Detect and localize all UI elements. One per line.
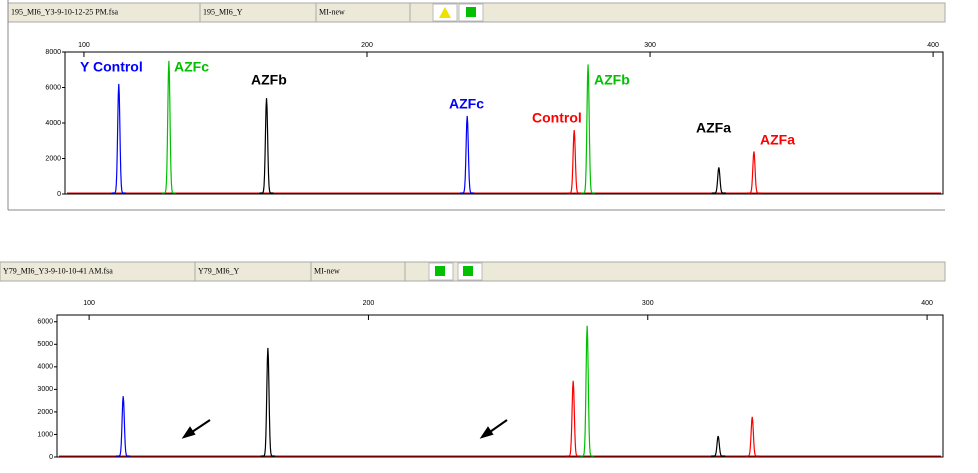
peak-label: AZFa [760,132,795,148]
y-tick-label: 0 [49,454,53,461]
arrows [181,419,508,439]
peak [711,167,726,194]
plot-area [56,314,944,458]
header-panel: MI-new [314,266,340,275]
y-tick-label: 8000 [45,49,61,56]
peak [460,115,475,194]
y-tick-label: 2000 [45,155,61,162]
peak [111,83,126,194]
peak-label: AZFc [174,59,209,75]
y-tick-label: 4000 [37,364,53,371]
icon-square[interactable] [463,266,473,276]
header-sample: 195_MI6_Y [203,7,243,16]
x-tick-label: 100 [83,300,95,307]
y-tick-label: 6000 [45,84,61,91]
peak-label: Y Control [80,59,143,75]
x-tick-label: 200 [361,42,373,49]
header-sample: Y79_MI6_Y [198,266,240,275]
peak-label: Control [532,110,582,126]
peak [116,396,131,457]
y-tick-label: 5000 [37,341,53,348]
panels: 195_MI6_Y3-9-10-12-25 PM.fsa 195_MI6_Y MI-… [0,0,946,461]
icon-square[interactable] [466,7,476,17]
y-tick-label: 0 [57,191,61,198]
y-tick-label: 4000 [45,120,61,127]
y-tick-label: 2000 [37,409,53,416]
x-tick-label: 400 [921,300,933,307]
y-tick-label: 6000 [37,319,53,326]
peak [745,416,760,457]
peak-label: AZFb [251,72,287,88]
y-tick-label: 3000 [37,386,53,393]
peak-label: AZFb [594,72,630,88]
x-tick-label: 300 [642,300,654,307]
peak [161,60,176,194]
peak [259,98,274,194]
header-file: Y79_MI6_Y3-9-10-10-41 AM.fsa [3,266,113,275]
x-tick-label: 400 [927,42,939,49]
peak [566,380,581,457]
x-tick-label: 100 [78,42,90,49]
peak [260,347,275,457]
peak-label: AZFc [449,96,484,112]
y-tick-label: 1000 [37,431,53,438]
icon-square[interactable] [435,266,445,276]
icon-triangle[interactable] [439,7,451,18]
peak-label: AZFa [696,120,731,136]
peak [711,435,726,457]
x-tick-label: 200 [363,300,375,307]
x-tick-label: 300 [644,42,656,49]
peak [581,64,596,194]
peak [580,325,595,457]
peak [746,151,761,194]
header-panel: MI-new [319,7,345,16]
peak [567,130,582,194]
header-file: 195_MI6_Y3-9-10-12-25 PM.fsa [11,7,119,16]
